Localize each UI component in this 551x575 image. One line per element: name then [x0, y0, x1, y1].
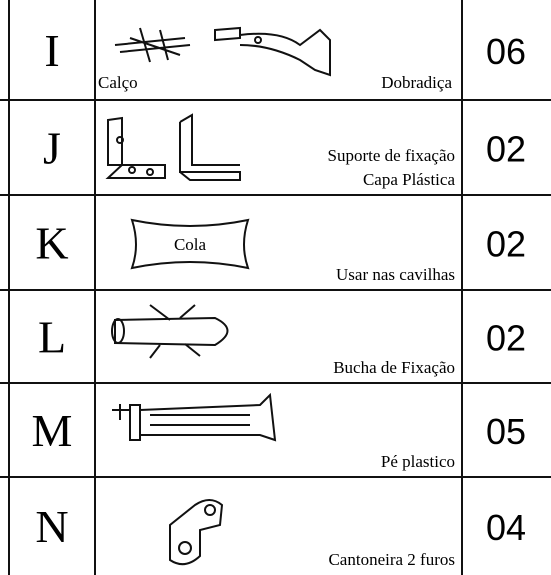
icon-text: Cola — [174, 235, 207, 254]
row-letter: I — [44, 25, 59, 76]
item-label: Suporte de fixação — [328, 146, 455, 165]
quantity: 02 — [486, 224, 526, 265]
quantity: 05 — [486, 411, 526, 452]
row-letter: N — [35, 501, 68, 552]
quantity: 04 — [486, 507, 526, 548]
icons — [105, 26, 331, 566]
row-letter: J — [43, 123, 61, 174]
item-label: Cantoneira 2 furos — [328, 550, 455, 569]
row-letter: M — [32, 405, 73, 456]
rows: I 06 Calço Dobradiça J 02 Suporte de fixação Ca… — [32, 25, 526, 569]
item-label: Calço — [98, 73, 138, 92]
row-letter: K — [35, 218, 68, 269]
item-label: Capa Plástica — [363, 170, 456, 189]
row-letter: L — [38, 312, 66, 363]
item-label: Pé plastico — [381, 452, 455, 471]
quantity: 06 — [486, 31, 526, 72]
quantity: 02 — [486, 318, 526, 359]
item-label: Dobradiça — [381, 73, 452, 92]
item-label: Usar nas cavilhas — [336, 265, 455, 284]
quantity: 02 — [486, 129, 526, 170]
item-label: Bucha de Fixação — [333, 358, 455, 377]
